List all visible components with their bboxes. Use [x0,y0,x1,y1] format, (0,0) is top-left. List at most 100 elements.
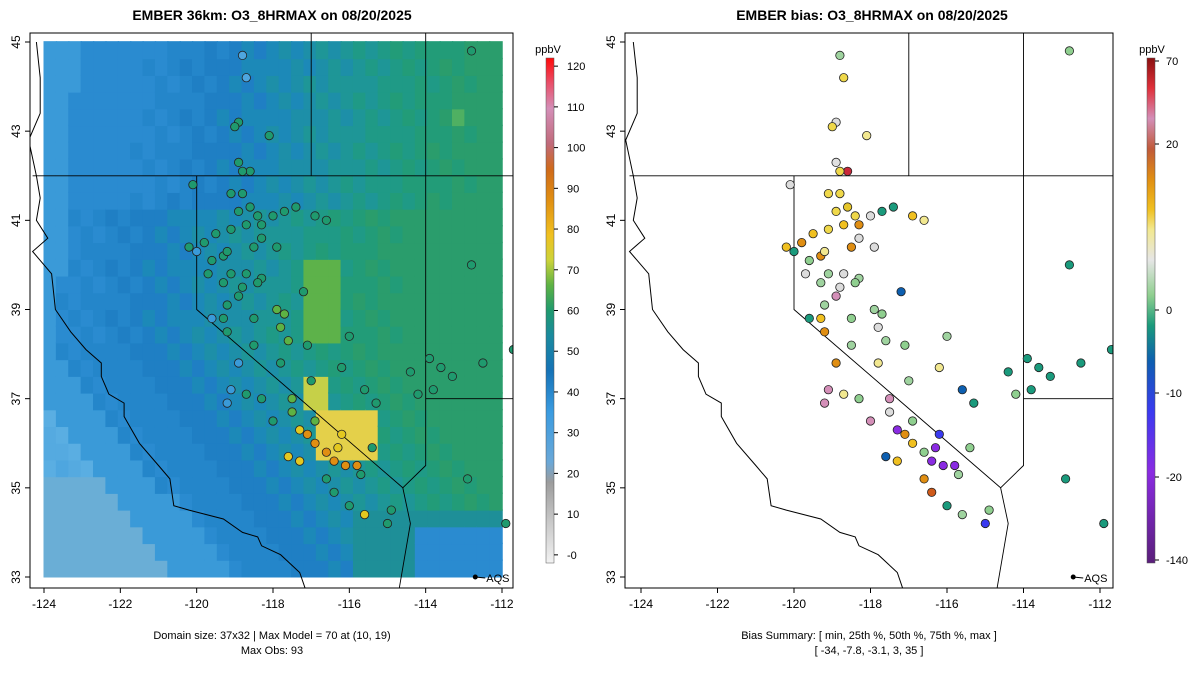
grid-cell [303,509,318,528]
grid-cell [377,358,392,377]
grid-cell [464,559,478,578]
grid-cell [80,492,95,511]
grid-cell [451,475,466,494]
grid-cell [117,57,132,76]
grid-cell [303,57,318,76]
grid-cell [167,475,181,494]
grid-cell [105,408,120,428]
grid-cell [229,559,243,578]
coastline [30,41,306,588]
grid-cell [377,325,392,344]
grid-cell [154,258,169,277]
grid-cell [464,358,478,377]
obs-site-marker [222,246,232,257]
grid-cell [315,526,330,545]
grid-cell [93,57,107,76]
grid-cell [229,57,243,76]
grid-cell [253,41,268,60]
bias-site-marker [919,474,929,484]
grid-cell [216,459,231,478]
bias-site-marker [950,460,960,471]
aqs-marker: AQS [472,573,510,585]
grid-cell [414,559,429,578]
grid-cell [291,291,305,310]
grid-cell [142,492,157,511]
grid-cell [402,258,417,277]
grid-cell [154,141,169,160]
grid-cell [340,542,355,561]
grid-cell [352,174,367,193]
grid-cell [117,425,132,444]
grid-cell [192,41,206,60]
grid-cell [117,392,132,411]
model-colorbar-ramp [545,57,555,564]
grid-cell [303,492,318,511]
grid-cell [167,275,181,294]
grid-cell [216,57,231,76]
grid-cell [390,41,404,60]
grid-cell [489,124,503,143]
grid-cell [365,291,379,310]
grid-cell [80,375,95,394]
grid-cell [130,275,144,294]
grid-cell [439,475,454,494]
grid-cell [315,124,330,143]
grid-cell [365,408,379,428]
grid-cell [328,158,342,177]
grid-cell [439,41,454,60]
obs-site-marker [272,242,282,252]
grid-cell [291,258,305,277]
grid-cell [340,475,355,494]
grid-cell [451,225,466,244]
grid-cell [216,542,231,561]
grid-cell [291,108,305,127]
grid-cell [154,208,169,227]
grid-cell [402,342,417,361]
grid-cell [414,542,429,561]
grid-cell [414,191,429,210]
grid-cell [80,275,95,294]
colorbar-tick-label: 30 [567,428,579,440]
bias-site-marker [808,229,818,239]
grid-cell [476,291,491,310]
grid-cell [80,258,95,277]
aqs-label: AQS [486,573,509,585]
grid-cell [167,174,181,193]
grid-cell [68,308,82,327]
grid-cell [476,57,491,76]
grid-cell [427,275,441,294]
grid-cell [340,191,355,210]
obs-site-marker [203,269,213,279]
grid-cell [315,191,330,210]
model-panel-title: EMBER 36km: O3_8HRMAX on 08/20/2025 [132,7,412,23]
grid-cell [439,74,454,93]
grid-cell [439,459,454,478]
grid-cell [439,141,454,160]
grid-cell [68,542,82,561]
grid-cell [352,559,367,578]
grid-cell [328,559,342,578]
grid-cell [464,225,478,244]
grid-cell [427,41,441,60]
grid-cell [489,41,503,60]
grid-cell [154,74,169,93]
grid-cell [93,526,107,545]
grid-cell [55,509,70,528]
grid-cell [414,158,429,177]
grid-cell [303,559,318,578]
bias-colorbar-ticks: 70 20 0 -10 -20 -140 [1155,56,1188,567]
grid-cell [142,57,157,76]
grid-cell [55,174,70,193]
grid-cell [142,542,157,561]
grid-cell [352,258,367,277]
grid-cell [80,442,95,461]
grid-cell [315,509,330,528]
grid-cell [117,208,132,227]
grid-cell [142,291,157,310]
grid-cell [93,492,107,511]
grid-cell [117,124,132,143]
grid-cell [427,241,441,260]
grid-cell [266,325,280,344]
grid-cell [303,41,318,60]
grid-cell [266,74,280,93]
